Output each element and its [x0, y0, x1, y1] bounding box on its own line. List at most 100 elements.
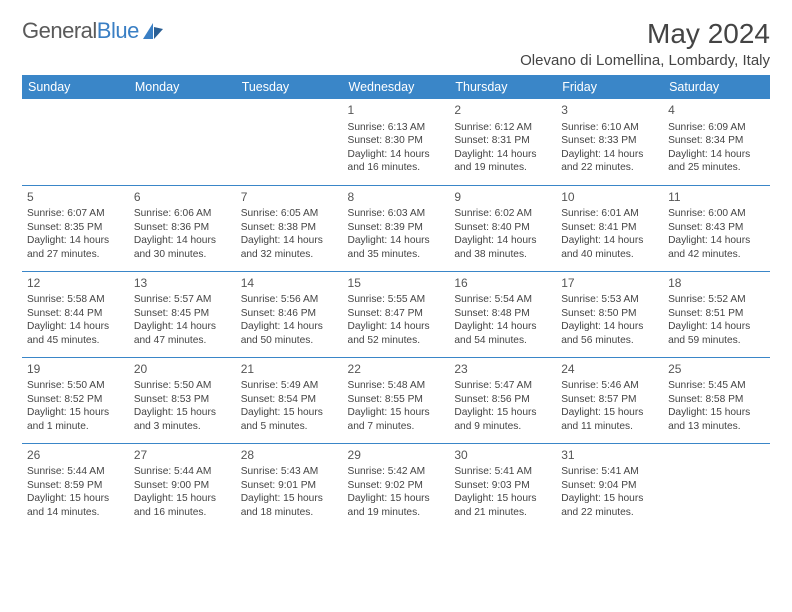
cell-line: Sunset: 9:01 PM [241, 479, 338, 492]
day-number: 12 [27, 276, 124, 292]
cell-line: Daylight: 15 hours [454, 492, 551, 505]
day-number: 19 [27, 362, 124, 378]
cell-line: and 50 minutes. [241, 334, 338, 347]
cell-line: and 47 minutes. [134, 334, 231, 347]
cell-line: Sunrise: 6:02 AM [454, 207, 551, 220]
cell-line: and 19 minutes. [348, 506, 445, 519]
cell-line: and 11 minutes. [561, 420, 658, 433]
cell-line: Sunset: 8:41 PM [561, 221, 658, 234]
calendar-cell [663, 443, 770, 529]
cell-line: and 21 minutes. [454, 506, 551, 519]
cell-line: Sunset: 8:52 PM [27, 393, 124, 406]
cell-line: Daylight: 14 hours [348, 320, 445, 333]
cell-line: Sunrise: 5:56 AM [241, 293, 338, 306]
day-number: 21 [241, 362, 338, 378]
cell-line: Daylight: 14 hours [134, 320, 231, 333]
calendar-cell: 6Sunrise: 6:06 AMSunset: 8:36 PMDaylight… [129, 185, 236, 271]
calendar-table: SundayMondayTuesdayWednesdayThursdayFrid… [22, 75, 770, 529]
cell-line: and 22 minutes. [561, 161, 658, 174]
cell-line: Daylight: 14 hours [241, 320, 338, 333]
day-number: 8 [348, 190, 445, 206]
calendar-cell: 15Sunrise: 5:55 AMSunset: 8:47 PMDayligh… [343, 271, 450, 357]
cell-line: Sunrise: 6:03 AM [348, 207, 445, 220]
calendar-cell [236, 99, 343, 185]
cell-line: Sunset: 8:38 PM [241, 221, 338, 234]
calendar-cell: 10Sunrise: 6:01 AMSunset: 8:41 PMDayligh… [556, 185, 663, 271]
cell-line: and 54 minutes. [454, 334, 551, 347]
sail-icon [141, 21, 165, 41]
calendar-cell: 13Sunrise: 5:57 AMSunset: 8:45 PMDayligh… [129, 271, 236, 357]
cell-line: Sunrise: 5:44 AM [27, 465, 124, 478]
cell-line: and 45 minutes. [27, 334, 124, 347]
cell-line: Daylight: 15 hours [561, 492, 658, 505]
cell-line: Daylight: 15 hours [27, 406, 124, 419]
calendar-head: SundayMondayTuesdayWednesdayThursdayFrid… [22, 75, 770, 99]
day-number: 15 [348, 276, 445, 292]
day-number: 31 [561, 448, 658, 464]
location: Olevano di Lomellina, Lombardy, Italy [520, 52, 770, 69]
calendar-cell [22, 99, 129, 185]
day-number: 17 [561, 276, 658, 292]
cell-line: Daylight: 14 hours [668, 234, 765, 247]
cell-line: and 56 minutes. [561, 334, 658, 347]
cell-line: Sunset: 9:02 PM [348, 479, 445, 492]
cell-line: Daylight: 15 hours [668, 406, 765, 419]
cell-line: Sunset: 8:30 PM [348, 134, 445, 147]
cell-line: Sunset: 8:51 PM [668, 307, 765, 320]
page: GeneralBlue May 2024 Olevano di Lomellin… [0, 0, 792, 539]
calendar-cell: 2Sunrise: 6:12 AMSunset: 8:31 PMDaylight… [449, 99, 556, 185]
cell-line: Daylight: 14 hours [348, 148, 445, 161]
cell-line: Sunrise: 5:58 AM [27, 293, 124, 306]
day-number: 25 [668, 362, 765, 378]
cell-line: and 32 minutes. [241, 248, 338, 261]
cell-line: Sunrise: 5:41 AM [454, 465, 551, 478]
cell-line: and 19 minutes. [454, 161, 551, 174]
logo-text-blue: Blue [97, 18, 139, 44]
day-number: 4 [668, 103, 765, 119]
calendar-cell: 21Sunrise: 5:49 AMSunset: 8:54 PMDayligh… [236, 357, 343, 443]
day-number: 1 [348, 103, 445, 119]
calendar-cell: 25Sunrise: 5:45 AMSunset: 8:58 PMDayligh… [663, 357, 770, 443]
cell-line: Daylight: 14 hours [454, 148, 551, 161]
day-number: 10 [561, 190, 658, 206]
cell-line: Sunset: 8:45 PM [134, 307, 231, 320]
cell-line: and 16 minutes. [348, 161, 445, 174]
cell-line: Sunset: 8:43 PM [668, 221, 765, 234]
cell-line: Sunset: 8:35 PM [27, 221, 124, 234]
cell-line: Daylight: 15 hours [561, 406, 658, 419]
cell-line: Sunset: 8:47 PM [348, 307, 445, 320]
calendar-row: 12Sunrise: 5:58 AMSunset: 8:44 PMDayligh… [22, 271, 770, 357]
day-header: Monday [129, 75, 236, 99]
day-number: 7 [241, 190, 338, 206]
cell-line: Daylight: 14 hours [134, 234, 231, 247]
calendar-cell: 18Sunrise: 5:52 AMSunset: 8:51 PMDayligh… [663, 271, 770, 357]
cell-line: Sunrise: 6:13 AM [348, 121, 445, 134]
day-number: 26 [27, 448, 124, 464]
cell-line: and 14 minutes. [27, 506, 124, 519]
cell-line: Sunrise: 5:41 AM [561, 465, 658, 478]
day-number: 14 [241, 276, 338, 292]
cell-line: Daylight: 14 hours [561, 320, 658, 333]
cell-line: Sunrise: 5:44 AM [134, 465, 231, 478]
cell-line: and 25 minutes. [668, 161, 765, 174]
logo: GeneralBlue [22, 18, 165, 44]
cell-line: and 18 minutes. [241, 506, 338, 519]
calendar-cell [129, 99, 236, 185]
calendar-cell: 11Sunrise: 6:00 AMSunset: 8:43 PMDayligh… [663, 185, 770, 271]
cell-line: Daylight: 14 hours [454, 320, 551, 333]
day-number: 11 [668, 190, 765, 206]
cell-line: Daylight: 15 hours [348, 406, 445, 419]
cell-line: Daylight: 14 hours [27, 320, 124, 333]
calendar-cell: 31Sunrise: 5:41 AMSunset: 9:04 PMDayligh… [556, 443, 663, 529]
cell-line: Sunset: 8:54 PM [241, 393, 338, 406]
cell-line: Sunrise: 6:07 AM [27, 207, 124, 220]
cell-line: Sunrise: 5:55 AM [348, 293, 445, 306]
cell-line: Sunset: 8:56 PM [454, 393, 551, 406]
cell-line: Daylight: 15 hours [348, 492, 445, 505]
cell-line: and 5 minutes. [241, 420, 338, 433]
day-header: Wednesday [343, 75, 450, 99]
month-title: May 2024 [520, 18, 770, 50]
cell-line: and 52 minutes. [348, 334, 445, 347]
calendar-cell: 3Sunrise: 6:10 AMSunset: 8:33 PMDaylight… [556, 99, 663, 185]
cell-line: and 40 minutes. [561, 248, 658, 261]
